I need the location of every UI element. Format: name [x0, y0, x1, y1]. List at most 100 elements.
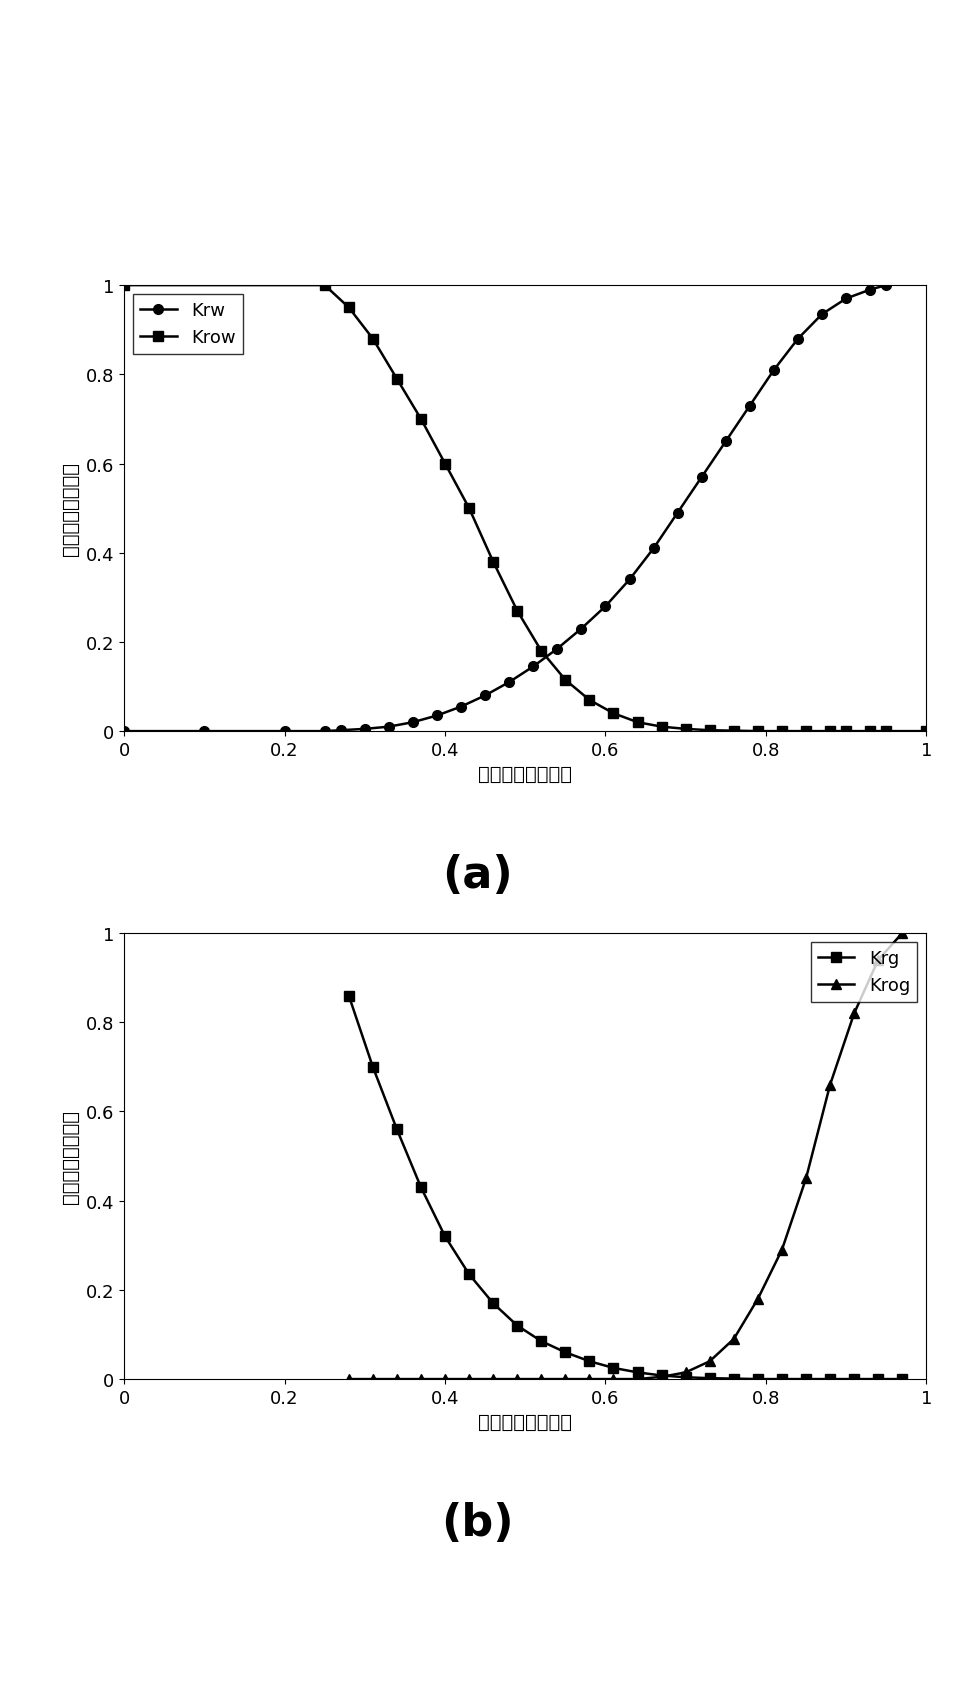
Krg	[897, 1369, 908, 1389]
Krw	[817, 304, 828, 325]
Line: Krow: Krow	[119, 281, 931, 737]
Krog	[753, 1288, 764, 1309]
Krog	[439, 1369, 451, 1389]
Krg	[607, 1357, 619, 1378]
Krog	[367, 1369, 378, 1389]
Krog	[897, 923, 908, 944]
Krog	[824, 1075, 836, 1095]
Krow	[800, 722, 812, 742]
Krog	[873, 950, 884, 971]
Line: Krw: Krw	[119, 281, 891, 737]
Krw	[864, 281, 876, 301]
Krw	[527, 658, 539, 678]
Krw	[881, 276, 892, 296]
Text: (b): (b)	[441, 1500, 514, 1544]
Krow	[656, 717, 668, 737]
Krw	[720, 432, 732, 452]
Krow	[560, 671, 571, 691]
Krw	[319, 722, 330, 742]
Krw	[279, 722, 290, 742]
Krw	[383, 717, 394, 737]
Krow	[776, 722, 788, 742]
Krg	[704, 1367, 715, 1388]
X-axis label: 液相饱和度，小数: 液相饱和度，小数	[478, 1413, 572, 1431]
Krog	[512, 1369, 523, 1389]
Krw	[744, 397, 755, 417]
Krow	[584, 690, 595, 710]
Krog	[728, 1329, 739, 1349]
Krw	[840, 289, 852, 309]
Krog	[632, 1369, 644, 1389]
Krw	[503, 673, 515, 693]
Krw	[624, 570, 635, 590]
Krg	[584, 1351, 595, 1371]
Krw	[647, 538, 659, 558]
Krow	[632, 713, 644, 733]
Krw	[672, 503, 684, 523]
Krow	[536, 641, 547, 661]
Krg	[512, 1315, 523, 1336]
Krw	[432, 706, 443, 727]
Krg	[873, 1369, 884, 1389]
Krog	[584, 1369, 595, 1389]
Krow	[439, 454, 451, 474]
Krog	[848, 1004, 860, 1024]
Krow	[864, 722, 876, 742]
Krow	[118, 276, 130, 296]
Krw	[768, 360, 779, 380]
Krow	[463, 500, 475, 520]
Krg	[343, 986, 354, 1006]
Krg	[536, 1330, 547, 1351]
Krg	[728, 1369, 739, 1389]
Krw	[696, 468, 708, 488]
Krog	[704, 1351, 715, 1371]
Krg	[680, 1367, 691, 1388]
Krw	[576, 619, 587, 639]
Krog	[560, 1369, 571, 1389]
Line: Krog: Krog	[344, 928, 907, 1384]
Krow	[921, 722, 932, 742]
Krg	[560, 1342, 571, 1362]
Krog	[343, 1369, 354, 1389]
Legend: Krw, Krow: Krw, Krow	[133, 294, 243, 355]
Krw	[199, 722, 210, 742]
Krog	[392, 1369, 403, 1389]
Krw	[335, 720, 347, 740]
Krw	[793, 330, 804, 350]
Krow	[415, 410, 427, 431]
Krg	[487, 1293, 499, 1314]
Krog	[487, 1369, 499, 1389]
Krow	[607, 703, 619, 723]
Krog	[656, 1367, 668, 1388]
Krow	[319, 276, 330, 296]
Krg	[753, 1369, 764, 1389]
Y-axis label: 相对渗透率，小数: 相对渗透率，小数	[61, 463, 80, 555]
Krg	[800, 1369, 812, 1389]
Krog	[536, 1369, 547, 1389]
Krow	[392, 370, 403, 390]
Krow	[487, 552, 499, 572]
Krg	[632, 1362, 644, 1383]
Krog	[415, 1369, 427, 1389]
X-axis label: 含水饱和度，小数: 含水饱和度，小数	[478, 765, 572, 784]
Krow	[840, 722, 852, 742]
Krw	[479, 686, 491, 706]
Y-axis label: 相对渗透率，小数: 相对渗透率，小数	[61, 1110, 80, 1203]
Krg	[824, 1369, 836, 1389]
Krg	[439, 1226, 451, 1246]
Krow	[824, 722, 836, 742]
Krow	[680, 720, 691, 740]
Krog	[776, 1240, 788, 1260]
Krow	[728, 722, 739, 742]
Krog	[800, 1169, 812, 1189]
Krg	[392, 1120, 403, 1140]
Krw	[359, 720, 371, 740]
Krow	[343, 298, 354, 318]
Krg	[367, 1058, 378, 1078]
Krow	[704, 720, 715, 740]
Krw	[118, 722, 130, 742]
Krw	[407, 713, 418, 733]
Krg	[463, 1265, 475, 1285]
Legend: Krg, Krog: Krg, Krog	[811, 942, 918, 1002]
Krg	[776, 1369, 788, 1389]
